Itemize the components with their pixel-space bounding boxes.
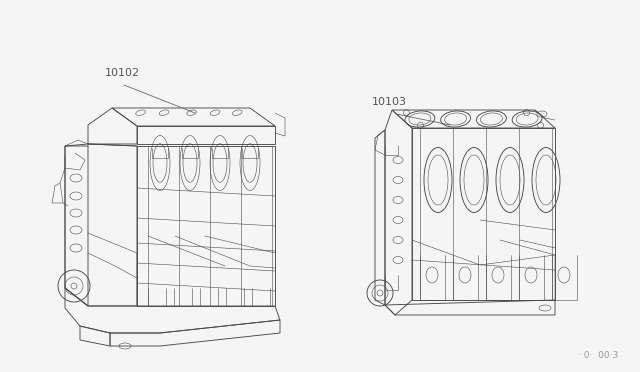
Text: 10103: 10103: [372, 97, 407, 107]
Text: 10102: 10102: [105, 68, 140, 78]
Text: · 0·  00·3: · 0· 00·3: [578, 351, 618, 360]
